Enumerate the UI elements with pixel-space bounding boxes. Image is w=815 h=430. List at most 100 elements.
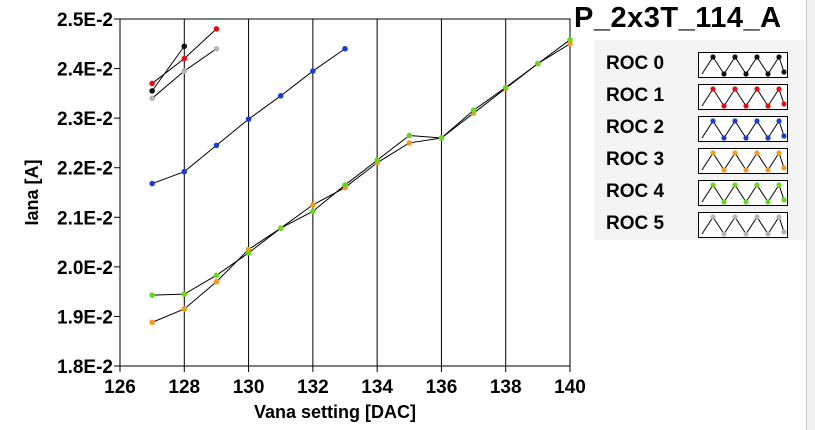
- y-tick-label: 2.5E-2: [57, 10, 113, 31]
- legend-swatch-marker: [776, 182, 782, 188]
- legend-swatch-marker: [754, 150, 760, 156]
- legend-swatch-marker: [743, 167, 749, 173]
- legend-swatch: [698, 212, 788, 238]
- legend-swatch-marker: [721, 199, 727, 205]
- legend-item: ROC 2: [594, 114, 804, 142]
- legend-swatch: [698, 84, 788, 110]
- data-point: [310, 202, 316, 208]
- legend-swatch-marker: [710, 118, 716, 124]
- y-tick-label: 1.8E-2: [57, 357, 113, 378]
- legend-item: ROC 3: [594, 146, 804, 174]
- data-point: [310, 68, 316, 74]
- data-point: [535, 60, 541, 67]
- legend-swatch-marker: [765, 199, 771, 205]
- y-tick-label: 2.3E-2: [57, 109, 113, 130]
- series-roc-5: [149, 45, 220, 102]
- legend-swatch-marker: [732, 214, 738, 220]
- legend-swatch-marker: [776, 214, 782, 220]
- legend-swatch-marker: [710, 214, 716, 220]
- legend-swatch-marker: [743, 103, 749, 109]
- data-point: [245, 116, 252, 122]
- series-roc-4: [149, 37, 573, 298]
- x-tick-label: 130: [233, 377, 265, 398]
- legend-swatch-marker: [754, 214, 760, 220]
- legend-swatch-marker: [781, 101, 787, 107]
- data-point: [149, 80, 155, 87]
- legend-swatch-marker: [743, 231, 749, 237]
- legend-label: ROC 4: [606, 181, 665, 202]
- legend-swatch-marker: [710, 150, 716, 156]
- legend-swatch-marker: [710, 86, 716, 92]
- legend-swatch-marker: [732, 118, 738, 124]
- legend-swatch-marker: [732, 150, 738, 156]
- data-point: [181, 291, 188, 297]
- data-point: [406, 132, 413, 139]
- data-point: [277, 93, 284, 99]
- data-point: [470, 107, 477, 114]
- legend-swatch-marker: [781, 165, 787, 171]
- legend-swatch-marker: [721, 231, 727, 237]
- legend-swatch-marker: [776, 150, 782, 156]
- plot-frame: [119, 18, 571, 367]
- data-point: [149, 88, 155, 94]
- data-point: [181, 43, 188, 50]
- data-point: [567, 37, 573, 43]
- data-point: [149, 95, 155, 102]
- legend-swatch-marker: [765, 167, 771, 173]
- data-point: [213, 26, 220, 32]
- x-tick-label: 128: [168, 377, 200, 398]
- data-point: [245, 250, 252, 256]
- data-point: [406, 140, 413, 146]
- data-point: [213, 278, 220, 285]
- legend-swatch: [698, 148, 788, 174]
- legend-swatch: [698, 180, 788, 206]
- x-tick-label: 134: [361, 377, 393, 398]
- legend-swatch-marker: [721, 103, 727, 109]
- legend-swatch: [698, 52, 788, 78]
- data-point: [181, 55, 188, 62]
- data-point: [213, 272, 220, 279]
- series-line: [151, 45, 185, 92]
- legend-swatch-marker: [754, 182, 760, 188]
- y-tick-label: 2.0E-2: [57, 258, 113, 279]
- legend-label: ROC 3: [606, 149, 665, 170]
- data-point: [149, 180, 155, 187]
- legend-swatch-marker: [732, 86, 738, 92]
- plot-area: [120, 19, 570, 366]
- legend-swatch-frame: [698, 180, 788, 206]
- legend-swatch-marker: [765, 103, 771, 109]
- data-point: [181, 168, 188, 175]
- data-point: [213, 45, 220, 52]
- data-point: [374, 157, 380, 164]
- legend-swatch-marker: [781, 197, 787, 203]
- legend-label: ROC 1: [606, 85, 665, 106]
- x-tick-label: 136: [426, 377, 458, 398]
- data-point: [149, 319, 155, 326]
- y-tick-label: 2.1E-2: [57, 208, 113, 229]
- series-roc-1: [149, 26, 220, 87]
- legend-swatch-marker: [776, 118, 782, 124]
- legend-swatch-marker: [765, 231, 771, 237]
- data-point: [342, 45, 348, 52]
- legend-swatch-marker: [743, 135, 749, 141]
- legend: ROC 0 ROC 1 ROC 2 ROC 3 ROC 4 ROC 5: [594, 40, 804, 240]
- y-tick-label: 1.9E-2: [57, 307, 113, 328]
- legend-swatch-marker: [781, 229, 787, 235]
- legend-swatch-marker: [710, 182, 716, 188]
- legend-swatch-marker: [765, 71, 771, 77]
- window-edge: [806, 0, 815, 430]
- legend-swatch-marker: [743, 199, 749, 205]
- legend-item: ROC 4: [594, 178, 804, 206]
- legend-item: ROC 5: [594, 210, 804, 238]
- legend-swatch: [698, 116, 788, 142]
- series-line: [152, 39, 571, 296]
- series-line: [151, 43, 571, 323]
- chart-title: P_2x3T_114_A: [574, 2, 782, 34]
- data-point: [502, 84, 509, 91]
- legend-swatch-marker: [754, 86, 760, 92]
- series-roc-2: [149, 45, 348, 187]
- legend-swatch-marker: [721, 167, 727, 173]
- legend-swatch-marker: [743, 71, 749, 77]
